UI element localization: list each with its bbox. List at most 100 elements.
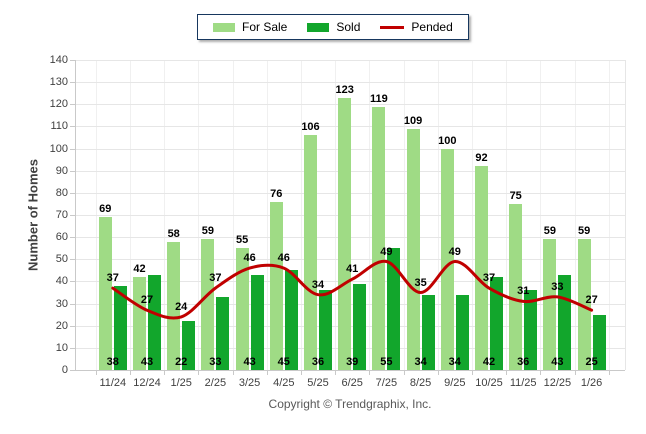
pended-value-label: 41 bbox=[346, 263, 359, 276]
sold-value-label: 42 bbox=[482, 356, 496, 368]
sold-bar bbox=[592, 314, 606, 370]
x-tick-label: 12/25 bbox=[543, 377, 572, 389]
y-axis-tick bbox=[70, 259, 75, 261]
legend-item-for-sale: For Sale bbox=[213, 20, 287, 34]
for-sale-bar bbox=[304, 135, 317, 370]
sold-value-label: 39 bbox=[346, 356, 359, 368]
y-axis-tick bbox=[70, 104, 75, 106]
sold-value-label: 55 bbox=[380, 356, 393, 368]
for-sale-value-label: 92 bbox=[475, 152, 488, 165]
x-tick-label: 5/25 bbox=[307, 377, 329, 389]
x-tick-label: 9/25 bbox=[444, 377, 466, 389]
x-axis-tick bbox=[574, 371, 576, 375]
x-axis-tick bbox=[164, 371, 166, 375]
sold-value-label: 38 bbox=[106, 356, 119, 368]
for-sale-bar bbox=[201, 239, 215, 370]
copyright-text: Copyright © Trendgraphix, Inc. bbox=[268, 397, 432, 411]
for-sale-bar bbox=[235, 248, 249, 370]
pended-value-label: 46 bbox=[243, 252, 256, 265]
x-axis-tick bbox=[335, 371, 337, 375]
for-sale-bar bbox=[475, 166, 488, 370]
sold-value-label: 43 bbox=[551, 356, 564, 368]
for-sale-value-label: 59 bbox=[543, 225, 557, 238]
x-tick-label: 2/25 bbox=[204, 377, 227, 389]
x-axis-tick bbox=[437, 371, 439, 375]
y-axis-tick bbox=[70, 215, 75, 216]
legend: For Sale Sold Pended bbox=[197, 14, 469, 40]
y-tick-label: 20 bbox=[55, 319, 68, 332]
sold-value-label: 43 bbox=[243, 356, 256, 368]
x-axis-tick bbox=[608, 371, 610, 375]
pended-value-label: 33 bbox=[551, 280, 564, 293]
x-axis-tick bbox=[540, 371, 542, 375]
y-tick-label: 110 bbox=[50, 120, 68, 133]
x-axis-tick bbox=[506, 371, 508, 375]
sold-value-label: 43 bbox=[140, 356, 154, 368]
y-axis-tick bbox=[70, 237, 75, 239]
for-sale-value-label: 59 bbox=[577, 225, 591, 238]
y-axis-tick bbox=[70, 281, 75, 283]
y-tick-label: 140 bbox=[49, 54, 68, 66]
y-tick-label: 0 bbox=[61, 364, 68, 376]
for-sale-value-label: 123 bbox=[335, 83, 354, 96]
gridline-horizontal bbox=[75, 60, 625, 61]
for-sale-bar bbox=[543, 239, 557, 370]
sold-value-label: 34 bbox=[448, 356, 461, 368]
for-sale-value-label: 76 bbox=[270, 187, 283, 200]
pended-value-label: 37 bbox=[482, 272, 496, 285]
for-sale-value-label: 59 bbox=[201, 225, 215, 238]
for-sale-value-label: 109 bbox=[403, 114, 423, 127]
x-tick-label: 1/25 bbox=[170, 377, 192, 389]
y-axis-tick bbox=[70, 325, 75, 327]
y-axis-tick bbox=[70, 148, 75, 150]
x-tick-label: 8/25 bbox=[409, 377, 432, 389]
plot-right-border bbox=[625, 60, 626, 370]
legend-label-sold: Sold bbox=[336, 20, 361, 34]
y-tick-label: 130 bbox=[49, 76, 68, 89]
x-axis-tick bbox=[198, 371, 200, 375]
pended-value-label: 37 bbox=[209, 272, 222, 285]
legend-item-pended: Pended bbox=[380, 20, 453, 34]
x-axis-tick bbox=[95, 371, 97, 375]
x-axis-tick bbox=[471, 371, 473, 375]
for-sale-value-label: 106 bbox=[301, 121, 320, 134]
x-tick-label: 12/24 bbox=[133, 377, 161, 389]
y-tick-label: 120 bbox=[49, 98, 68, 111]
x-tick-label: 3/25 bbox=[238, 377, 261, 389]
for-sale-bar bbox=[269, 201, 283, 370]
x-axis-tick bbox=[266, 371, 268, 375]
legend-label-pended: Pended bbox=[411, 20, 453, 34]
for-sale-value-label: 100 bbox=[438, 134, 457, 147]
pended-value-label: 34 bbox=[311, 278, 325, 291]
y-tick-label: 100 bbox=[49, 142, 68, 155]
pended-value-label: 31 bbox=[517, 285, 530, 298]
sold-value-label: 22 bbox=[175, 356, 188, 368]
for-sale-value-label: 55 bbox=[235, 234, 249, 247]
y-tick-label: 10 bbox=[55, 341, 68, 354]
for-sale-bar bbox=[372, 106, 386, 370]
y-axis-tick bbox=[70, 192, 75, 194]
pended-value-label: 27 bbox=[140, 294, 154, 307]
pended-value-label: 37 bbox=[106, 272, 119, 285]
x-tick-label: 11/25 bbox=[509, 377, 537, 389]
x-tick-label: 10/25 bbox=[475, 377, 503, 389]
sold-swatch-icon bbox=[307, 22, 330, 32]
legend-label-for-sale: For Sale bbox=[242, 20, 288, 34]
y-axis-tick bbox=[70, 60, 75, 61]
x-axis-tick bbox=[300, 371, 302, 375]
y-axis-tick bbox=[70, 303, 75, 305]
x-tick-label: 1/26 bbox=[580, 377, 603, 389]
for-sale-swatch-icon bbox=[213, 22, 235, 32]
y-axis-line bbox=[75, 60, 76, 371]
y-tick-label: 90 bbox=[55, 164, 68, 177]
sold-value-label: 25 bbox=[585, 356, 598, 368]
for-sale-bar bbox=[406, 128, 420, 370]
for-sale-value-label: 58 bbox=[167, 227, 180, 240]
legend-item-sold: Sold bbox=[307, 20, 360, 34]
sold-bar bbox=[182, 321, 196, 370]
sold-value-label: 36 bbox=[311, 356, 325, 368]
for-sale-value-label: 75 bbox=[509, 189, 522, 202]
x-axis-tick bbox=[232, 371, 234, 375]
